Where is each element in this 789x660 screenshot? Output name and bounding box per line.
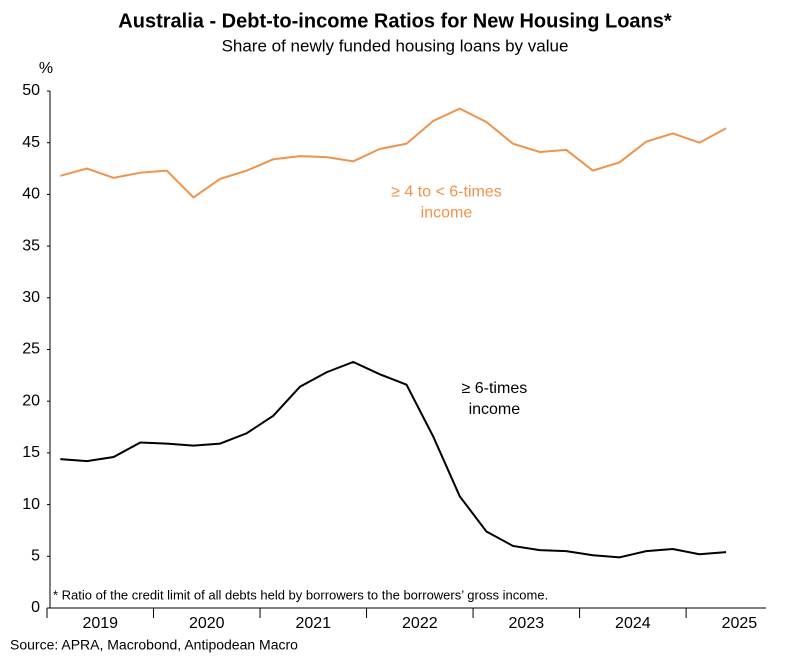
line-series — [60, 107, 727, 199]
footnote: * Ratio of the credit limit of all debts… — [53, 587, 548, 602]
annotation: ≥ 6-times — [462, 380, 528, 397]
source: Source: APRA, Macrobond, Antipodean Macr… — [10, 637, 298, 653]
x-tick-label: 2025 — [722, 615, 758, 632]
line-series — [60, 360, 727, 559]
annotation: income — [421, 205, 473, 222]
y-tick-label: 20 — [22, 392, 40, 409]
x-tick-label: 2024 — [615, 615, 651, 632]
y-tick-label: 40 — [22, 186, 40, 203]
y-tick-label: 0 — [31, 599, 40, 616]
y-tick-label: 45 — [22, 134, 40, 151]
x-tick-label: 2019 — [82, 615, 118, 632]
x-tick-label: 2022 — [402, 615, 438, 632]
y-axis-label: % — [39, 60, 53, 77]
y-tick-label: 10 — [22, 496, 40, 513]
chart-title: Australia - Debt-to-income Ratios for Ne… — [118, 10, 672, 32]
y-tick-label: 25 — [22, 341, 40, 358]
annotation: income — [469, 401, 521, 418]
y-tick-label: 35 — [22, 237, 40, 254]
y-tick-label: 50 — [22, 82, 40, 99]
chart-subtitle: Share of newly funded housing loans by v… — [222, 36, 569, 55]
x-tick-label: 2023 — [509, 615, 545, 632]
x-tick-label: 2020 — [189, 615, 225, 632]
annotation: ≥ 4 to < 6-times — [391, 184, 502, 201]
x-tick-label: 2021 — [295, 615, 331, 632]
y-tick-label: 15 — [22, 444, 40, 461]
y-tick-label: 5 — [31, 548, 40, 565]
y-tick-label: 30 — [22, 289, 40, 306]
